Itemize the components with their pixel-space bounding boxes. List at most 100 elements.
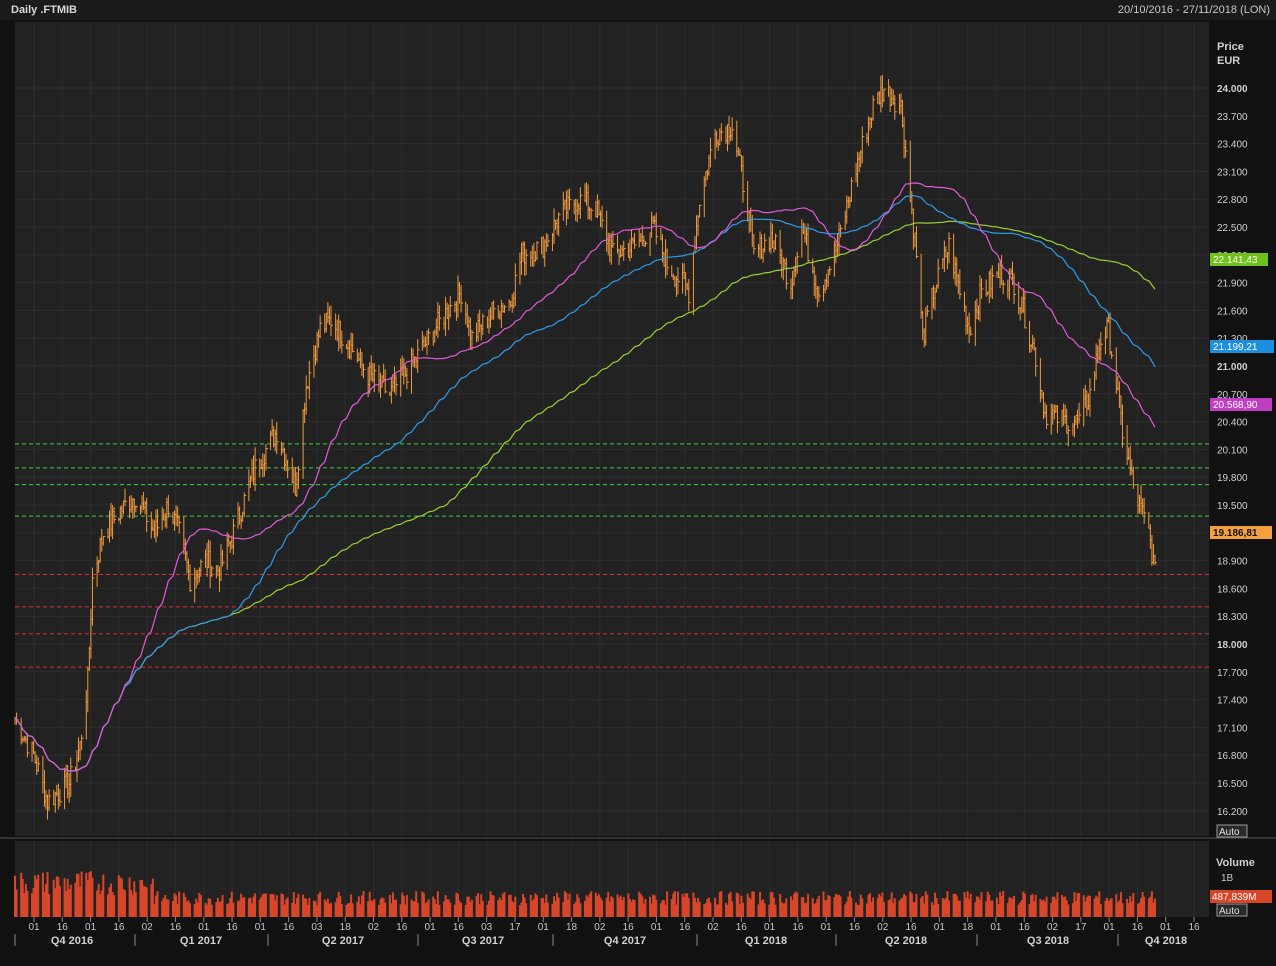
last-price-value: 19.186,81 (1213, 528, 1258, 539)
ma50-line (14, 182, 1156, 772)
y-tick-label: 17.100 (1217, 723, 1248, 734)
x-tick-label: 02 (707, 922, 719, 933)
y-tick-label: 16.200 (1217, 807, 1248, 818)
x-tick-label: 18 (340, 922, 352, 933)
x-tick-label: 16 (792, 922, 804, 933)
y-tick-label: 18.600 (1217, 584, 1248, 595)
x-tick-label: 16 (170, 922, 182, 933)
quarter-label: Q4 2016 (51, 935, 93, 947)
x-tick-label: 03 (481, 922, 493, 933)
x-tick-label: 16 (1188, 922, 1200, 933)
price-panel (15, 22, 1209, 836)
y-tick-label: 19.500 (1217, 501, 1248, 512)
currency-label: EUR (1217, 55, 1240, 67)
price-auto-label: Auto (1219, 827, 1240, 838)
date-range: 20/10/2016 - 27/11/2018 (LON) (1117, 4, 1270, 16)
x-tick-label: 16 (623, 922, 635, 933)
y-tick-label: 22.500 (1217, 223, 1248, 234)
horizontal-levels (15, 443, 1209, 668)
x-tick-label: 17 (509, 922, 521, 933)
x-tick-label: 02 (368, 922, 380, 933)
y-tick-label: 16.800 (1217, 751, 1248, 762)
volume-axis-label: Volume (1216, 857, 1255, 869)
x-tick-label: 16 (113, 922, 125, 933)
y-tick-label: 16.500 (1217, 779, 1248, 790)
x-tick-label: 16 (226, 922, 238, 933)
y-tick-label: 17.700 (1217, 668, 1248, 679)
x-tick-label: 16 (453, 922, 465, 933)
x-tick-label: 16 (1132, 922, 1144, 933)
x-tick-label: 18 (962, 922, 974, 933)
x-tick-label: 01 (990, 922, 1002, 933)
volume-badge: 487,839M (1210, 890, 1272, 903)
x-tick-label: 01 (934, 922, 946, 933)
quarter-label: Q4 2017 (604, 935, 646, 947)
volume-tick: 1B (1221, 873, 1234, 884)
ma200-value: 22.141,43 (1213, 255, 1258, 266)
y-tick-label: 24.000 (1217, 84, 1248, 95)
y-tick-label: 23.100 (1217, 167, 1248, 178)
y-tick-label: 18.000 (1217, 640, 1248, 651)
volume-auto-button[interactable]: Auto (1216, 903, 1248, 917)
x-tick-label: 16 (736, 922, 748, 933)
ma100-badge: 21.199,21 (1210, 340, 1274, 353)
price-bars (14, 75, 1157, 820)
y-tick-label: 21.000 (1217, 362, 1248, 373)
y-tick-label: 18.300 (1217, 612, 1248, 623)
ma100-value: 21.199,21 (1213, 342, 1258, 353)
volume-bars (14, 871, 1156, 917)
ma200-badge: 22.141,43 (1210, 253, 1268, 266)
chart-title: Daily .FTMIB (11, 4, 78, 16)
x-tick-label: 02 (877, 922, 889, 933)
x-tick-label: 16 (849, 922, 861, 933)
y-tick-label: 17.400 (1217, 696, 1248, 707)
y-tick-label: 20.400 (1217, 418, 1248, 429)
x-tick-label: 01 (821, 922, 833, 933)
y-tick-label: 21.900 (1217, 279, 1248, 290)
volume-auto-label: Auto (1219, 906, 1240, 917)
x-tick-label: 01 (651, 922, 663, 933)
x-tick-label: 01 (28, 922, 40, 933)
x-tick-label: 16 (1019, 922, 1031, 933)
x-tick-label: 01 (85, 922, 97, 933)
ma100-line (14, 194, 1156, 772)
x-tick-label: 16 (906, 922, 918, 933)
y-tick-label: 20.700 (1217, 390, 1248, 401)
quarter-label: Q2 2018 (885, 935, 927, 947)
y-tick-label: 18.900 (1217, 557, 1248, 568)
quarter-label: Q4 2018 (1145, 935, 1187, 947)
quarter-label: Q1 2017 (180, 935, 222, 947)
quarter-label: Q3 2018 (1027, 935, 1069, 947)
quarter-label: Q3 2017 (462, 935, 504, 947)
price-axis-label: Price (1217, 41, 1244, 53)
x-tick-label: 02 (1047, 922, 1059, 933)
x-tick-label: 01 (1160, 922, 1172, 933)
last-price-badge: 19.186,81 (1210, 526, 1272, 539)
x-tick-label: 01 (538, 922, 550, 933)
y-tick-label: 19.800 (1217, 473, 1248, 484)
volume-badge-value: 487,839M (1212, 892, 1256, 903)
y-tick-label: 23.400 (1217, 140, 1248, 151)
x-tick-label: 17 (1075, 922, 1087, 933)
grid (15, 22, 1209, 917)
y-tick-label: 21.300 (1217, 334, 1248, 345)
x-tick-label: 16 (679, 922, 691, 933)
time-axis: 01 16 01 16 02 16 01 16 01 16 03 18 02 16 01 16 03 17 01 18… (14, 917, 1200, 947)
price-axis: 24.00023.70023.40023.10022.80022.50022.2… (1217, 84, 1248, 818)
x-tick-label: 01 (764, 922, 776, 933)
x-tick-label: 01 (425, 922, 437, 933)
x-tick-label: 16 (57, 922, 69, 933)
x-tick-label: 01 (1104, 922, 1116, 933)
ma50-badge: 20.568,90 (1210, 398, 1272, 411)
y-tick-label: 22.800 (1217, 195, 1248, 206)
x-tick-label: 18 (566, 922, 578, 933)
x-tick-label: 02 (594, 922, 606, 933)
x-tick-label: 02 (142, 922, 154, 933)
title-bar: Daily .FTMIB 20/10/2016 - 27/11/2018 (LO… (0, 0, 1276, 20)
price-auto-button[interactable]: Auto (1216, 824, 1248, 838)
quarter-label: Q2 2017 (322, 935, 364, 947)
y-tick-label: 23.700 (1217, 112, 1248, 123)
x-tick-label: 16 (396, 922, 408, 933)
